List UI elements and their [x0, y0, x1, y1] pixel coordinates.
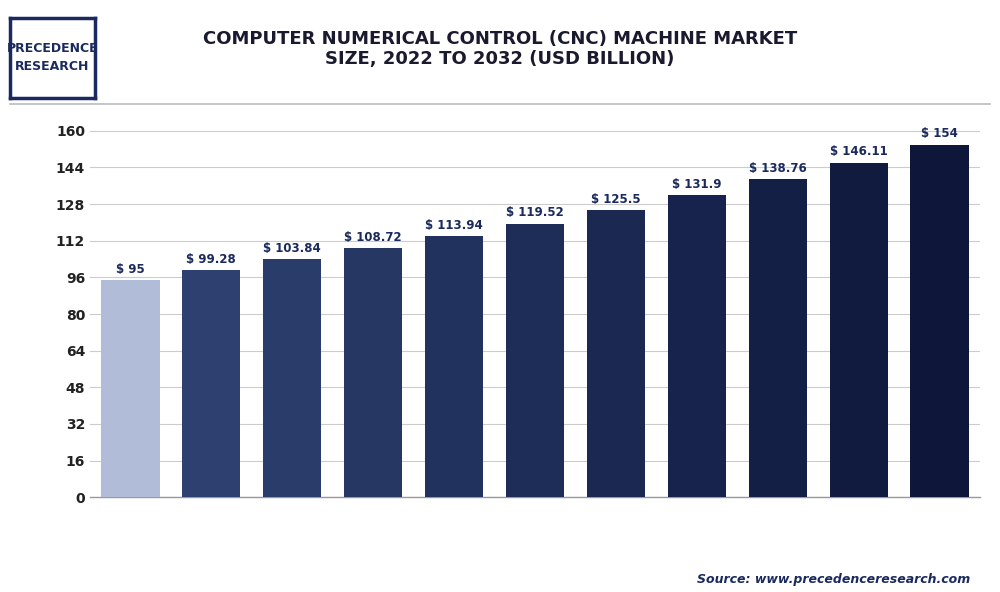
Text: $ 138.76: $ 138.76	[749, 162, 807, 175]
Text: $ 95: $ 95	[116, 263, 145, 275]
Text: Source: www.precedenceresearch.com: Source: www.precedenceresearch.com	[697, 573, 970, 586]
Text: $ 108.72: $ 108.72	[344, 231, 402, 244]
Bar	[425, 236, 483, 497]
Bar	[101, 279, 160, 497]
Bar	[263, 259, 321, 497]
Text: COMPUTER NUMERICAL CONTROL (CNC) MACHINE MARKET
SIZE, 2022 TO 2032 (USD BILLION): COMPUTER NUMERICAL CONTROL (CNC) MACHINE…	[203, 30, 797, 69]
Bar	[506, 224, 564, 497]
Text: $ 119.52: $ 119.52	[506, 207, 564, 220]
Bar	[182, 270, 240, 497]
Text: $ 103.84: $ 103.84	[263, 242, 321, 255]
Text: PRECEDENCE
RESEARCH: PRECEDENCE RESEARCH	[7, 42, 98, 73]
Bar	[668, 195, 726, 497]
Bar	[910, 144, 969, 497]
Text: $ 146.11: $ 146.11	[830, 146, 888, 159]
Text: $ 113.94: $ 113.94	[425, 219, 483, 232]
Text: $ 154: $ 154	[921, 127, 958, 140]
Text: $ 99.28: $ 99.28	[186, 253, 236, 266]
Bar	[587, 210, 645, 497]
Bar	[344, 248, 402, 497]
Bar	[749, 179, 807, 497]
Text: $ 125.5: $ 125.5	[591, 193, 641, 205]
Bar	[830, 163, 888, 497]
Text: $ 131.9: $ 131.9	[672, 178, 722, 191]
